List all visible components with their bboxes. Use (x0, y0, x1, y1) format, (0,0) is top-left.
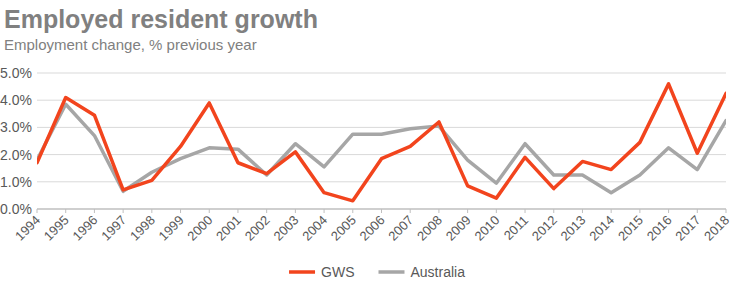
x-tick (37, 209, 38, 213)
grid-line (37, 154, 726, 155)
x-tick (94, 209, 95, 213)
x-tick (237, 209, 238, 213)
legend-label: GWS (321, 264, 354, 280)
x-tick (123, 209, 124, 213)
x-tick-label: 2009 (443, 213, 474, 244)
x-tick (668, 209, 669, 213)
x-tick-label: 2016 (644, 213, 675, 244)
x-tick-label: 2014 (586, 213, 617, 244)
x-tick-label: 1998 (127, 213, 158, 244)
x-tick-label: 2007 (385, 213, 416, 244)
x-tick-label: 2012 (529, 213, 560, 244)
y-tick-label: 4.0% (0, 92, 32, 108)
x-tick (410, 209, 411, 213)
x-tick-label: 2001 (213, 213, 244, 244)
x-tick-label: 2017 (672, 213, 703, 244)
legend-swatch (289, 270, 315, 274)
x-tick (151, 209, 152, 213)
legend: GWS Australia (289, 264, 465, 280)
x-tick-label: 1995 (41, 213, 72, 244)
y-tick-label: 0.0% (0, 201, 32, 217)
x-tick (496, 209, 497, 213)
plot-area (37, 84, 726, 201)
x-tick-label: 2010 (471, 213, 502, 244)
series-line (37, 84, 726, 201)
x-tick-label: 2015 (615, 213, 646, 244)
x-tick (553, 209, 554, 213)
x-tick-label: 2013 (558, 213, 589, 244)
y-tick-label: 3.0% (0, 119, 32, 135)
title: Employed resident growth (4, 5, 318, 33)
x-tick-label: 2005 (328, 213, 359, 244)
y-tick-label: 1.0% (0, 174, 32, 190)
x-tick (295, 209, 296, 213)
x-tick (611, 209, 612, 213)
x-tick (582, 209, 583, 213)
x-tick-label: 2003 (270, 213, 301, 244)
x-tick (209, 209, 210, 213)
grid-line (37, 100, 726, 101)
x-tick-label: 1999 (156, 213, 187, 244)
chart: Employed resident growth Employment chang… (0, 0, 754, 285)
x-tick (438, 209, 439, 213)
x-tick-label: 2008 (414, 213, 445, 244)
grid-line (37, 127, 726, 128)
x-tick (381, 209, 382, 213)
legend-label: Australia (410, 264, 465, 280)
x-tick (525, 209, 526, 213)
x-tick (467, 209, 468, 213)
x-tick-label: 2002 (242, 213, 273, 244)
grid-line (37, 73, 726, 74)
x-tick-label: 2004 (299, 213, 330, 244)
x-tick (266, 209, 267, 213)
x-tick (726, 209, 727, 213)
x-tick-label: 2018 (701, 213, 732, 244)
y-tick-label: 2.0% (0, 147, 32, 163)
x-tick (352, 209, 353, 213)
x-tick-label: 2011 (501, 213, 531, 243)
x-tick (697, 209, 698, 213)
x-tick-label: 2006 (357, 213, 388, 244)
series-line (37, 104, 726, 192)
x-tick (324, 209, 325, 213)
x-tick (639, 209, 640, 213)
x-tick (180, 209, 181, 213)
x-tick-label: 1996 (69, 213, 100, 244)
y-tick-label: 5.0% (0, 65, 32, 81)
x-tick-label: 2000 (184, 213, 215, 244)
x-tick-label: 1994 (12, 213, 43, 244)
legend-swatch (378, 270, 404, 274)
subtitle: Employment change, % previous year (4, 36, 257, 53)
x-tick (65, 209, 66, 213)
x-tick-label: 1997 (98, 213, 129, 244)
